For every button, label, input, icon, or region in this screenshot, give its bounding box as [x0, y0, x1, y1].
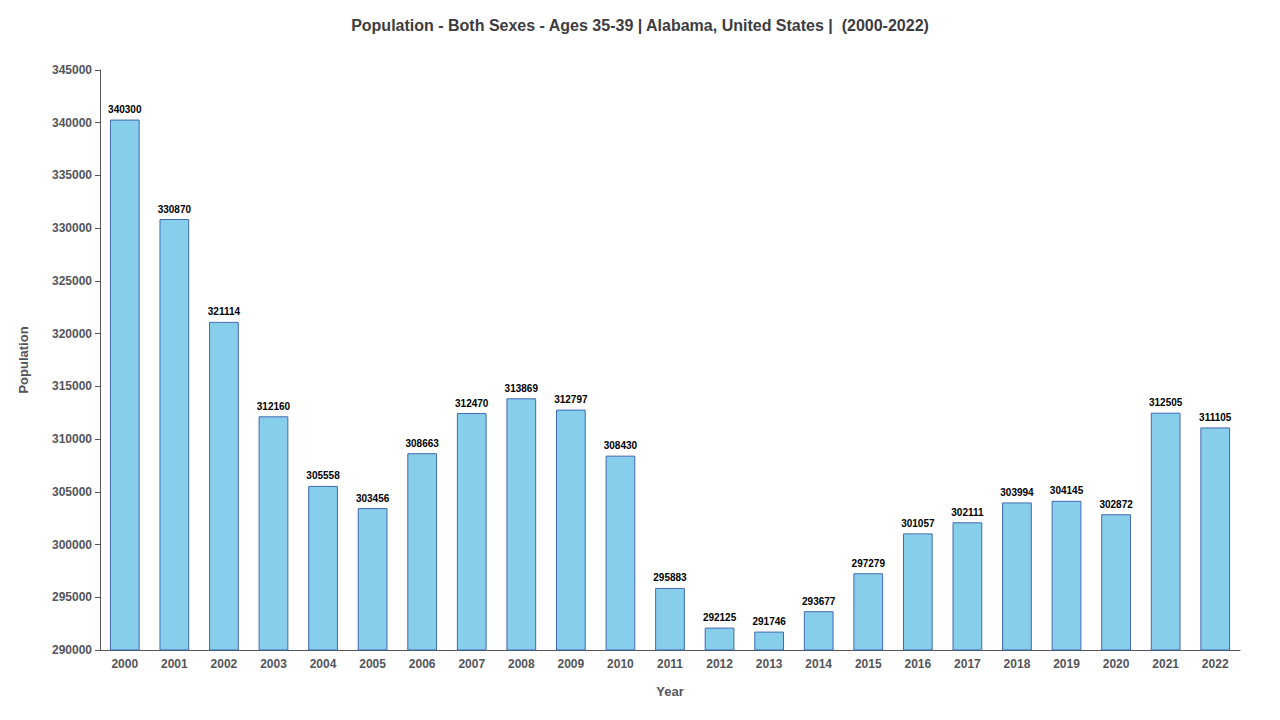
svg-text:330870: 330870	[158, 204, 192, 215]
svg-text:295883: 295883	[653, 572, 687, 583]
svg-text:311105: 311105	[1199, 412, 1232, 423]
svg-text:295000: 295000	[52, 590, 92, 604]
svg-text:Population: Population	[16, 326, 31, 393]
svg-text:2013: 2013	[756, 657, 783, 671]
svg-text:320000: 320000	[52, 327, 92, 341]
svg-text:302872: 302872	[1099, 499, 1133, 510]
svg-text:2019: 2019	[1053, 657, 1080, 671]
svg-text:2005: 2005	[359, 657, 386, 671]
svg-text:301057: 301057	[901, 518, 935, 529]
svg-text:2012: 2012	[706, 657, 733, 671]
svg-text:312470: 312470	[455, 398, 489, 409]
svg-text:312160: 312160	[257, 401, 291, 412]
svg-text:2003: 2003	[260, 657, 287, 671]
svg-text:310000: 310000	[52, 432, 92, 446]
svg-text:308430: 308430	[604, 440, 638, 451]
svg-text:325000: 325000	[52, 274, 92, 288]
svg-text:313869: 313869	[505, 383, 539, 394]
svg-text:300000: 300000	[52, 538, 92, 552]
svg-text:2022: 2022	[1202, 657, 1229, 671]
svg-text:292125: 292125	[703, 612, 737, 623]
svg-text:2016: 2016	[904, 657, 931, 671]
svg-text:2020: 2020	[1103, 657, 1130, 671]
svg-text:2001: 2001	[161, 657, 188, 671]
svg-text:305000: 305000	[52, 485, 92, 499]
svg-text:312505: 312505	[1149, 397, 1183, 408]
svg-text:2014: 2014	[805, 657, 832, 671]
svg-text:2010: 2010	[607, 657, 634, 671]
svg-text:308663: 308663	[405, 438, 439, 449]
svg-text:293677: 293677	[802, 596, 836, 607]
svg-text:303994: 303994	[1000, 487, 1034, 498]
svg-text:312797: 312797	[554, 394, 588, 405]
svg-text:290000: 290000	[52, 643, 92, 657]
svg-text:2006: 2006	[409, 657, 436, 671]
svg-text:2000: 2000	[111, 657, 138, 671]
svg-text:Population - Both Sexes - Ages: Population - Both Sexes - Ages 35-39 | A…	[351, 17, 929, 34]
svg-text:2008: 2008	[508, 657, 535, 671]
svg-text:302111: 302111	[951, 507, 984, 518]
svg-text:2011: 2011	[657, 657, 683, 671]
svg-text:345000: 345000	[52, 63, 92, 77]
svg-text:2009: 2009	[558, 657, 585, 671]
svg-text:340000: 340000	[52, 116, 92, 130]
svg-text:Year: Year	[656, 684, 683, 699]
svg-text:340300: 340300	[108, 104, 142, 115]
svg-text:2021: 2021	[1152, 657, 1179, 671]
svg-text:291746: 291746	[752, 616, 786, 627]
svg-text:315000: 315000	[52, 379, 92, 393]
svg-text:305558: 305558	[306, 470, 340, 481]
svg-text:2015: 2015	[855, 657, 882, 671]
svg-text:297279: 297279	[852, 558, 886, 569]
svg-text:2018: 2018	[1004, 657, 1031, 671]
svg-text:2004: 2004	[310, 657, 337, 671]
svg-text:303456: 303456	[356, 493, 390, 504]
svg-text:2017: 2017	[954, 657, 981, 671]
svg-text:330000: 330000	[52, 221, 92, 235]
svg-text:2007: 2007	[458, 657, 485, 671]
svg-text:321114: 321114	[208, 306, 241, 317]
svg-text:2002: 2002	[211, 657, 238, 671]
svg-text:335000: 335000	[52, 168, 92, 182]
svg-text:304145: 304145	[1050, 485, 1084, 496]
